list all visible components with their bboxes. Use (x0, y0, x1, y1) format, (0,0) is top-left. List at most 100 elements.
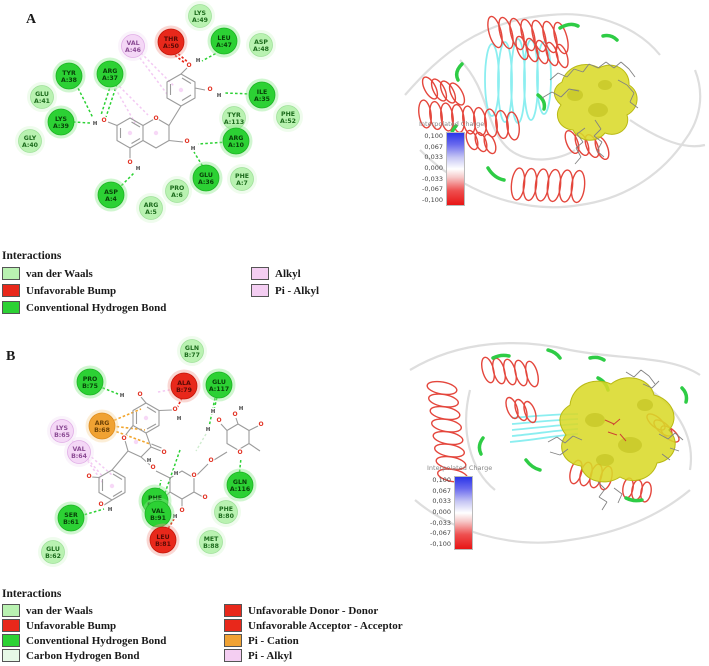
legend-swatch (224, 604, 242, 617)
legend-label: Unfavorable Donor - Donor (248, 604, 379, 617)
atom-label-o: O (186, 62, 191, 69)
legend-item: van der Waals (2, 265, 251, 282)
atom-label-h: H (147, 458, 151, 464)
svg-text:B:62: B:62 (45, 553, 61, 560)
colorbar-tick: 0,000 (432, 507, 451, 516)
svg-text:A:36: A:36 (198, 179, 214, 186)
pi-interaction-site (133, 439, 139, 445)
svg-text:LEU: LEU (217, 35, 230, 42)
legend-label: Conventional Hydrogen Bond (26, 301, 167, 314)
svg-text:B:64: B:64 (71, 453, 87, 460)
colorbar-tick: 0,100 (424, 132, 443, 140)
svg-text:A:5: A:5 (145, 209, 157, 216)
surface-shading (567, 80, 612, 117)
interaction-line-hbond (208, 397, 216, 428)
interaction-line-hbond (79, 508, 105, 517)
atom-label-o: O (232, 411, 237, 418)
legend-item: Pi - Alkyl (251, 282, 319, 299)
svg-text:A:50: A:50 (163, 43, 180, 50)
atom-label-o: O (237, 449, 242, 456)
colorbar-tick: -0,100 (422, 195, 443, 204)
atom-label-o: O (258, 421, 263, 428)
atom-label-o: O (137, 391, 142, 398)
interaction-line-carbonh (195, 433, 207, 452)
interaction-line-hbond (213, 392, 219, 411)
atom-label-o: O (121, 435, 126, 442)
colorbar-ticks: 0,100 0,067 0,033 0,000 -0,033 -0,067 -0,100 (427, 476, 454, 548)
atom-label-o: O (150, 464, 155, 471)
atom-label-o: O (207, 86, 212, 93)
legend-swatch (224, 649, 242, 662)
legend-item: Conventional Hydrogen Bond (2, 299, 251, 316)
interaction-line-hbond (97, 385, 119, 395)
legend-label: Pi - Alkyl (248, 649, 293, 662)
svg-text:GLY: GLY (24, 135, 37, 142)
svg-text:PHE: PHE (219, 506, 233, 513)
surface-shading (585, 399, 653, 466)
svg-text:B:65: B:65 (54, 432, 70, 439)
svg-text:A:37: A:37 (102, 75, 118, 82)
svg-text:A:52: A:52 (280, 118, 296, 125)
svg-text:A:6: A:6 (171, 192, 183, 199)
legend-title: Interactions (2, 588, 62, 600)
atom-label-o: O (86, 473, 91, 480)
svg-text:ASP: ASP (104, 189, 118, 196)
svg-text:VAL: VAL (126, 40, 139, 47)
colorbar-interpolated-charge-a: Interpolated Charge 0,100 0,067 0,033 0,000… (419, 120, 484, 206)
bound-ligand-sticks (604, 418, 627, 442)
protein-loops (404, 13, 706, 209)
legend-panel-a: Interactions van der Waals Unfavorable Bu… (2, 250, 319, 316)
svg-text:B:81: B:81 (155, 541, 171, 548)
atom-label-h: H (217, 93, 221, 99)
colorbar-tick: 0,100 (432, 476, 451, 484)
colorbar-tick: 0,067 (424, 142, 443, 151)
svg-text:A:38: A:38 (61, 77, 77, 84)
svg-text:B:80: B:80 (218, 513, 234, 520)
interaction-line-hbond (197, 141, 228, 145)
atom-label-h: H (211, 409, 215, 415)
atom-label-h: H (136, 166, 140, 172)
interaction-line-bump (167, 49, 186, 64)
svg-text:PRO: PRO (170, 185, 185, 192)
legend-label: Unfavorable Bump (26, 284, 117, 297)
legend-swatch (251, 267, 269, 280)
svg-text:ARG: ARG (95, 420, 110, 427)
interaction-line-hbond (193, 151, 206, 171)
svg-text:A:48: A:48 (253, 46, 269, 53)
atom-label-o: O (208, 457, 213, 464)
legend-label: Unfavorable Acceptor - Acceptor (248, 619, 403, 632)
atom-label-h: H (177, 416, 181, 422)
legend-swatch (2, 634, 20, 647)
interaction-line-pication (109, 408, 142, 423)
interaction-line-hbond (117, 171, 136, 190)
legend-swatch (2, 267, 20, 280)
colorbar-ticks: 0,100 0,067 0,033 0,000 -0,033 -0,067 -0,100 (419, 132, 446, 204)
atom-label-h: H (174, 471, 178, 477)
legend-swatch (2, 649, 20, 662)
svg-text:A:35: A:35 (254, 96, 270, 103)
legend-item: Unfavorable Donor - Donor (224, 603, 403, 618)
colorbar-interpolated-charge-b: Interpolated Charge 0,100 0,067 0,033 0,000… (427, 464, 492, 550)
panel-b-3d-structure (409, 342, 701, 544)
legend-swatch (251, 284, 269, 297)
colorbar-gradient (446, 132, 465, 206)
svg-text:VAL: VAL (151, 508, 164, 515)
svg-text:B:88: B:88 (203, 543, 219, 550)
interaction-line-hbond (100, 83, 112, 116)
interaction-line-bump (174, 50, 191, 65)
colorbar-tick: 0,000 (424, 163, 443, 172)
pi-interaction-site (143, 415, 149, 421)
svg-text:A:40: A:40 (22, 142, 39, 149)
